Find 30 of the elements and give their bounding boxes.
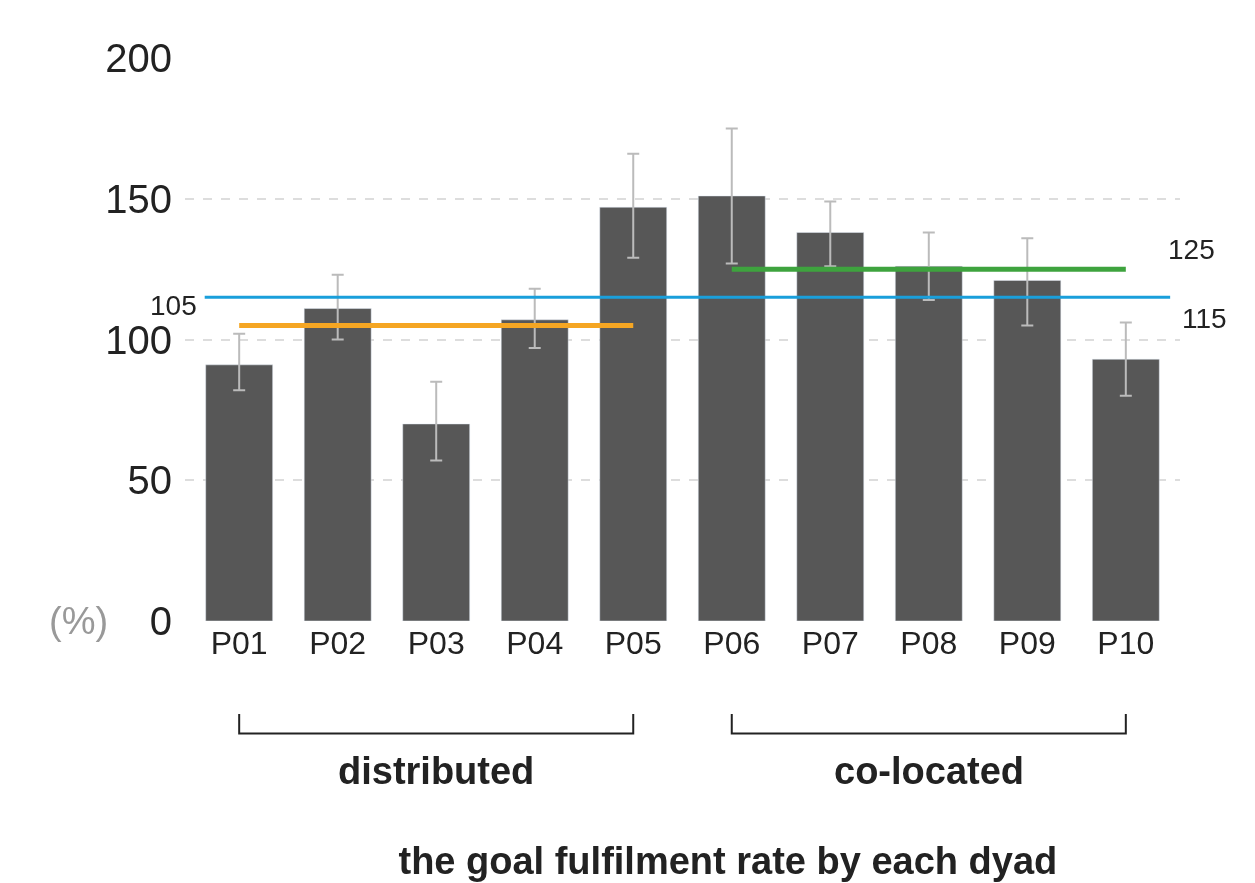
x-tick-label: P07: [801, 625, 859, 661]
bar: [1092, 358, 1160, 621]
x-tick-label: P03: [407, 625, 465, 661]
x-tick-label: P10: [1097, 625, 1155, 661]
x-tick-label: P01: [210, 625, 268, 661]
y-tick-label: 150: [105, 176, 172, 221]
bar: [599, 206, 667, 621]
y-axis-title: (%): [49, 600, 109, 642]
text: the goal fulfilment rate by each dyad: [398, 840, 1058, 883]
bar: [895, 266, 963, 621]
y-tick-label: 200: [105, 36, 172, 80]
y-tick-label: 50: [127, 458, 172, 503]
x-tick-label: P09: [998, 625, 1056, 661]
annotation: 125: [1168, 234, 1215, 265]
bar: [698, 195, 766, 621]
bar: [796, 232, 865, 621]
ref-line-label: 115: [1182, 303, 1227, 334]
y-tick-label: 0: [149, 599, 172, 643]
x-tick-label: P04: [506, 625, 564, 661]
text: co-located: [834, 750, 1025, 792]
x-tick-label: P06: [703, 625, 761, 661]
bar: [500, 319, 569, 621]
text: distributed: [338, 750, 535, 792]
x-tick-label: P08: [900, 625, 958, 661]
bar: [993, 280, 1062, 621]
bar: [205, 364, 273, 621]
x-tick-label: P02: [309, 625, 367, 661]
x-tick-label: P05: [604, 625, 662, 661]
bar: [303, 308, 372, 621]
bar: [402, 423, 470, 621]
